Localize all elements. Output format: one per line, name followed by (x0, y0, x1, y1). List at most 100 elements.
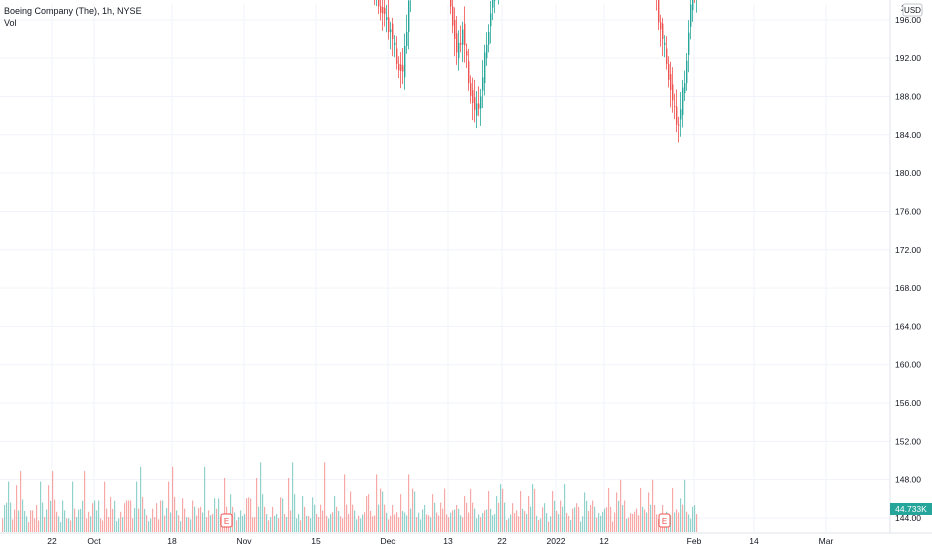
volume-bar (632, 514, 634, 532)
volume-bar (52, 471, 54, 532)
earnings-label: E (224, 517, 229, 526)
volume-bar (174, 496, 176, 532)
candle-body (460, 42, 462, 45)
volume-bar (682, 504, 684, 532)
volume-bar (194, 506, 196, 532)
volume-bar (276, 514, 278, 532)
candle-body (400, 64, 402, 71)
volume-bar (670, 515, 672, 532)
volume-bar (442, 508, 444, 532)
volume-bar (592, 500, 594, 532)
volume-bar (428, 515, 430, 532)
volume-bar (278, 518, 280, 532)
volume-bar (274, 515, 276, 532)
volume-bar (322, 510, 324, 532)
volume-bar (338, 511, 340, 532)
volume-bar (2, 518, 4, 532)
volume-bar (6, 502, 8, 532)
volume-bar (432, 494, 434, 532)
y-tick-label: 156.00 (895, 398, 921, 408)
y-tick-label: 160.00 (895, 360, 921, 370)
volume-bar (40, 481, 42, 532)
volume-bar (396, 512, 398, 532)
volume-bar (654, 505, 656, 532)
volume-bar (202, 512, 204, 532)
volume-bar (44, 517, 46, 532)
volume-bar (314, 504, 316, 532)
volume-bar (450, 512, 452, 532)
volume-bar (578, 506, 580, 532)
volume-label: Vol (4, 18, 17, 28)
volume-bar (646, 512, 648, 532)
volume-bar (388, 519, 390, 532)
volume-bar (694, 505, 696, 532)
volume-bar (188, 517, 190, 532)
volume-value-tag-box (890, 503, 932, 515)
candle-body (678, 124, 680, 126)
volume-bar (634, 511, 636, 532)
volume-bar (18, 510, 20, 532)
x-tick-label: Nov (236, 536, 252, 546)
candle-body (408, 0, 410, 32)
volume-bar (134, 508, 136, 532)
volume-bar (104, 481, 106, 532)
volume-bar (554, 500, 556, 532)
volume-bar (644, 509, 646, 532)
volume-bar (572, 508, 574, 532)
volume-bar (354, 510, 356, 532)
volume-bar (568, 515, 570, 532)
x-tick-label: 15 (311, 536, 321, 546)
volume-bar (424, 505, 426, 532)
y-tick-label: 196.00 (895, 15, 921, 25)
volume-bar (140, 466, 142, 532)
volume-bar (446, 514, 448, 532)
x-tick-label: Dec (380, 536, 396, 546)
volume-bar (372, 516, 374, 532)
volume-bar (42, 502, 44, 532)
volume-bar (34, 518, 36, 532)
volume-bar (296, 518, 298, 532)
volume-bar (358, 515, 360, 532)
volume-bar (250, 498, 252, 532)
volume-bar (162, 500, 164, 532)
volume-bar (120, 511, 122, 532)
volume-bar (352, 504, 354, 532)
volume-bar (100, 518, 102, 532)
volume-bar (494, 514, 496, 532)
volume-bar (30, 510, 32, 532)
candle-body (474, 97, 476, 110)
volume-bar (340, 516, 342, 532)
volume-bar (328, 518, 330, 532)
volume-bar (232, 506, 234, 532)
volume-bar (206, 517, 208, 532)
volume-bar (12, 519, 14, 532)
x-tick-label: 22 (497, 536, 507, 546)
candle-body (394, 42, 396, 45)
volume-bar (190, 519, 192, 532)
volume-bar (564, 484, 566, 532)
volume-bar (270, 517, 272, 532)
volume-bar (20, 471, 22, 532)
volume-bar (334, 496, 336, 532)
volume-bar (532, 484, 534, 532)
volume-bar (198, 508, 200, 532)
volume-bar (608, 487, 610, 532)
volume-bar (172, 466, 174, 532)
volume-bar (214, 498, 216, 532)
x-tick-label: 2022 (547, 536, 566, 546)
volume-bar (74, 508, 76, 532)
volume-bar (622, 505, 624, 532)
volume-bar (68, 518, 70, 532)
y-tick-label: 168.00 (895, 283, 921, 293)
volume-bar (412, 488, 414, 532)
volume-bar (356, 519, 358, 532)
volume-bar (64, 510, 66, 532)
volume-bar (380, 488, 382, 532)
volume-bar (648, 492, 650, 532)
volume-bar (422, 509, 424, 532)
volume-bar (126, 500, 128, 532)
volume-bar (528, 496, 530, 532)
volume-bar (570, 520, 572, 532)
volume-bar (330, 514, 332, 532)
